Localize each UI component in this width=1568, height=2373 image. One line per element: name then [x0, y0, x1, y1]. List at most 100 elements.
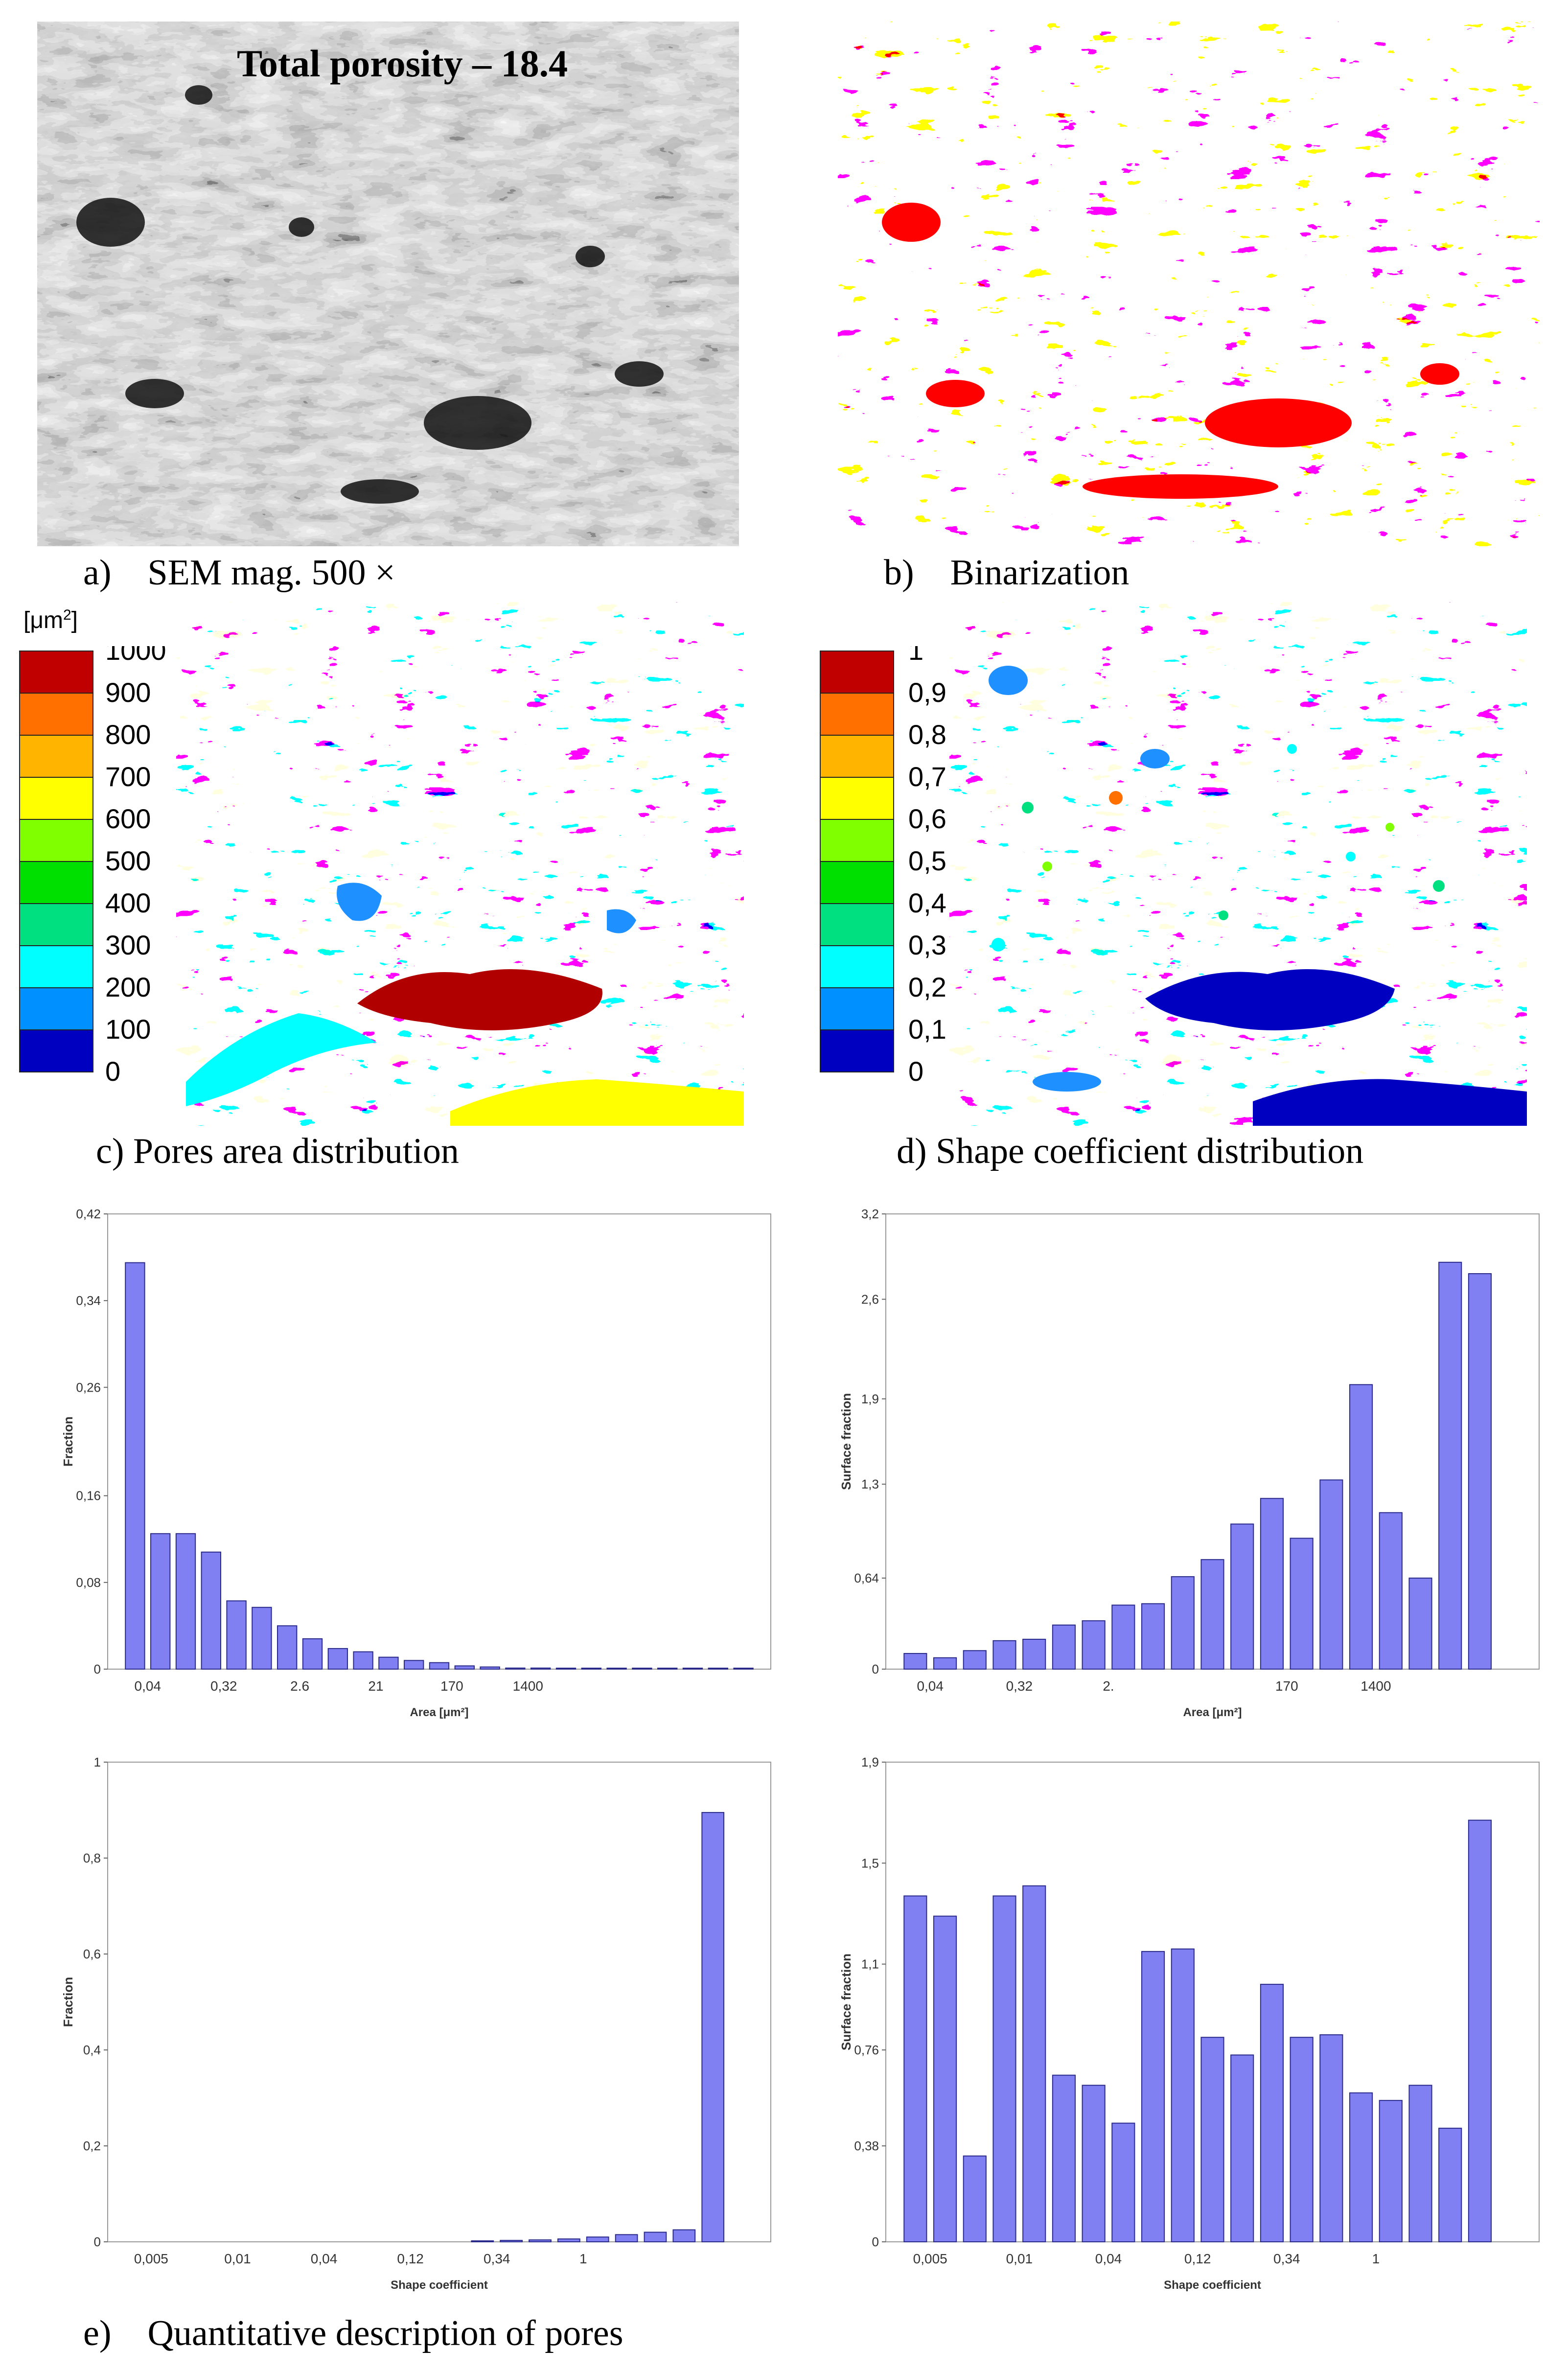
histogram-bar: [327, 1648, 348, 1670]
x-axis-label: Area [μm²]: [1183, 1706, 1242, 1719]
caption-e: e) Quantitative description of pores: [83, 2313, 623, 2353]
histogram-bar: [1319, 1479, 1343, 1670]
histogram-bar: [992, 1895, 1016, 2242]
histogram-bar: [1468, 1819, 1492, 2242]
histogram-bar: [1379, 2100, 1403, 2242]
y-tick-label: 0,16: [76, 1489, 101, 1503]
area-scale-cell: [19, 861, 93, 904]
y-tick-label: 1,3: [861, 1477, 879, 1491]
porosity-label: Total porosity – 18.4: [237, 42, 568, 85]
area-distribution-panel: [176, 602, 744, 1126]
histogram-bar: [933, 1915, 957, 2242]
histogram-bar: [1349, 1384, 1373, 1670]
x-tick-label: 0,34: [1273, 2251, 1300, 2266]
y-tick-label: 0: [94, 1662, 101, 1676]
y-tick-label: 0,76: [854, 2043, 879, 2057]
caption-d: d) Shape coefficient distribution: [897, 1131, 1364, 1171]
histogram-bar: [378, 1656, 399, 1670]
histogram-bar: [201, 1551, 221, 1670]
histogram-bar: [992, 1640, 1016, 1670]
shape-distribution-panel: [949, 602, 1527, 1126]
y-axis-label: Surface fraction: [839, 1954, 853, 2050]
area-scale-cell: [19, 1029, 93, 1072]
shape-scale-cell: [820, 777, 894, 820]
histogram-bar: [1260, 1983, 1284, 2243]
area-scale-cell: [19, 651, 93, 694]
histogram-bar: [963, 2155, 987, 2243]
histogram-bar: [1408, 1578, 1432, 1670]
histogram-bar: [903, 1653, 927, 1670]
shape-scale-cell: [820, 945, 894, 988]
x-tick-label: 170: [1275, 1678, 1298, 1694]
shape-color-scale: 1 0,9 0,8 0,7 0,6 0,5 0,4 0,3 0,2 0,1 0: [815, 607, 957, 1096]
x-tick-label: 1: [579, 2251, 587, 2266]
y-tick-label: 0,8: [83, 1851, 101, 1865]
histogram-bar: [1082, 2085, 1106, 2242]
histogram-bar: [1290, 1537, 1314, 1670]
histogram-bar: [252, 1606, 272, 1670]
area-scale-label: 300: [105, 930, 151, 960]
shape-scale-cell: [820, 693, 894, 736]
histogram-bar: [1171, 1948, 1195, 2242]
y-tick-label: 1: [94, 1755, 101, 1769]
area-scale-cell: [19, 777, 93, 820]
histogram-bar: [1379, 1512, 1403, 1670]
y-tick-label: 1,1: [861, 1957, 879, 1972]
scale-unit-label: [μm2]: [23, 607, 78, 633]
histogram-bar: [657, 1668, 678, 1670]
shape-scale-label: 0,7: [908, 761, 946, 792]
x-tick-label: 0,01: [1006, 2251, 1033, 2266]
y-tick-label: 0,38: [854, 2139, 879, 2153]
histogram-bar: [1468, 1273, 1492, 1670]
histogram-bar: [1052, 2074, 1076, 2242]
histogram-bar: [429, 1662, 450, 1670]
x-tick-label: 2.: [1103, 1678, 1114, 1694]
histogram-bar: [1230, 2054, 1254, 2242]
shape-scale-cell: [820, 735, 894, 778]
x-tick-label: 0,32: [1006, 1678, 1033, 1694]
shape-scale-cell: [820, 861, 894, 904]
shape-scale-label: 0,2: [908, 972, 946, 1002]
y-tick-label: 0,4: [83, 2043, 101, 2057]
y-axis-label: Surface fraction: [839, 1393, 853, 1490]
histogram-bar: [1260, 1498, 1284, 1670]
area-scale-cell: [19, 819, 93, 862]
histogram-bar: [505, 1667, 526, 1670]
x-tick-label: 0,005: [134, 2251, 168, 2266]
shape-scale-cell: [820, 651, 894, 694]
area-scale-label: 400: [105, 887, 151, 918]
histogram-bar: [175, 1533, 196, 1670]
y-tick-label: 2,6: [861, 1292, 879, 1306]
histogram-bar: [1022, 1885, 1046, 2243]
area-scale-cell: [19, 693, 93, 736]
histogram-bar: [581, 1668, 601, 1670]
histogram-bar: [1230, 1523, 1254, 1670]
shape-scale-label: 0,4: [908, 887, 946, 918]
area-scale-cell: [19, 987, 93, 1030]
histogram-bar: [555, 1668, 576, 1670]
histogram-bar: [1111, 2122, 1135, 2242]
histogram-bar: [1438, 1261, 1462, 1670]
histogram-bar: [302, 1638, 323, 1670]
binarized-image: [838, 22, 1540, 546]
area-scale-label: 900: [105, 677, 151, 708]
x-tick-label: 0,005: [913, 2251, 947, 2266]
x-tick-label: 0,04: [311, 2251, 338, 2266]
binarization-panel: [838, 22, 1540, 546]
y-tick-label: 0,64: [854, 1571, 879, 1585]
histogram-bar: [150, 1533, 171, 1670]
histogram-bar: [353, 1651, 373, 1670]
histogram-bar: [1111, 1605, 1135, 1670]
shape-scale-label: 0,5: [908, 845, 946, 876]
x-tick-label: 2.6: [290, 1678, 309, 1694]
area-scale-cell: [19, 945, 93, 988]
shape-scale-bar: 1 0,9 0,8 0,7 0,6 0,5 0,4 0,3 0,2 0,1 0: [820, 646, 946, 1087]
caption-c: c) Pores area distribution: [96, 1131, 459, 1171]
histogram-bar: [277, 1625, 298, 1670]
y-tick-label: 0: [872, 1662, 879, 1676]
shape-scale-label: 0,8: [908, 719, 946, 750]
x-tick-label: 21: [368, 1678, 383, 1694]
shape-scale-cell: [820, 819, 894, 862]
area-color-scale: [μm2] 1000 900 800 700 600 500 400 300 200 100 0: [15, 607, 176, 1096]
histogram-bar: [530, 1667, 551, 1670]
